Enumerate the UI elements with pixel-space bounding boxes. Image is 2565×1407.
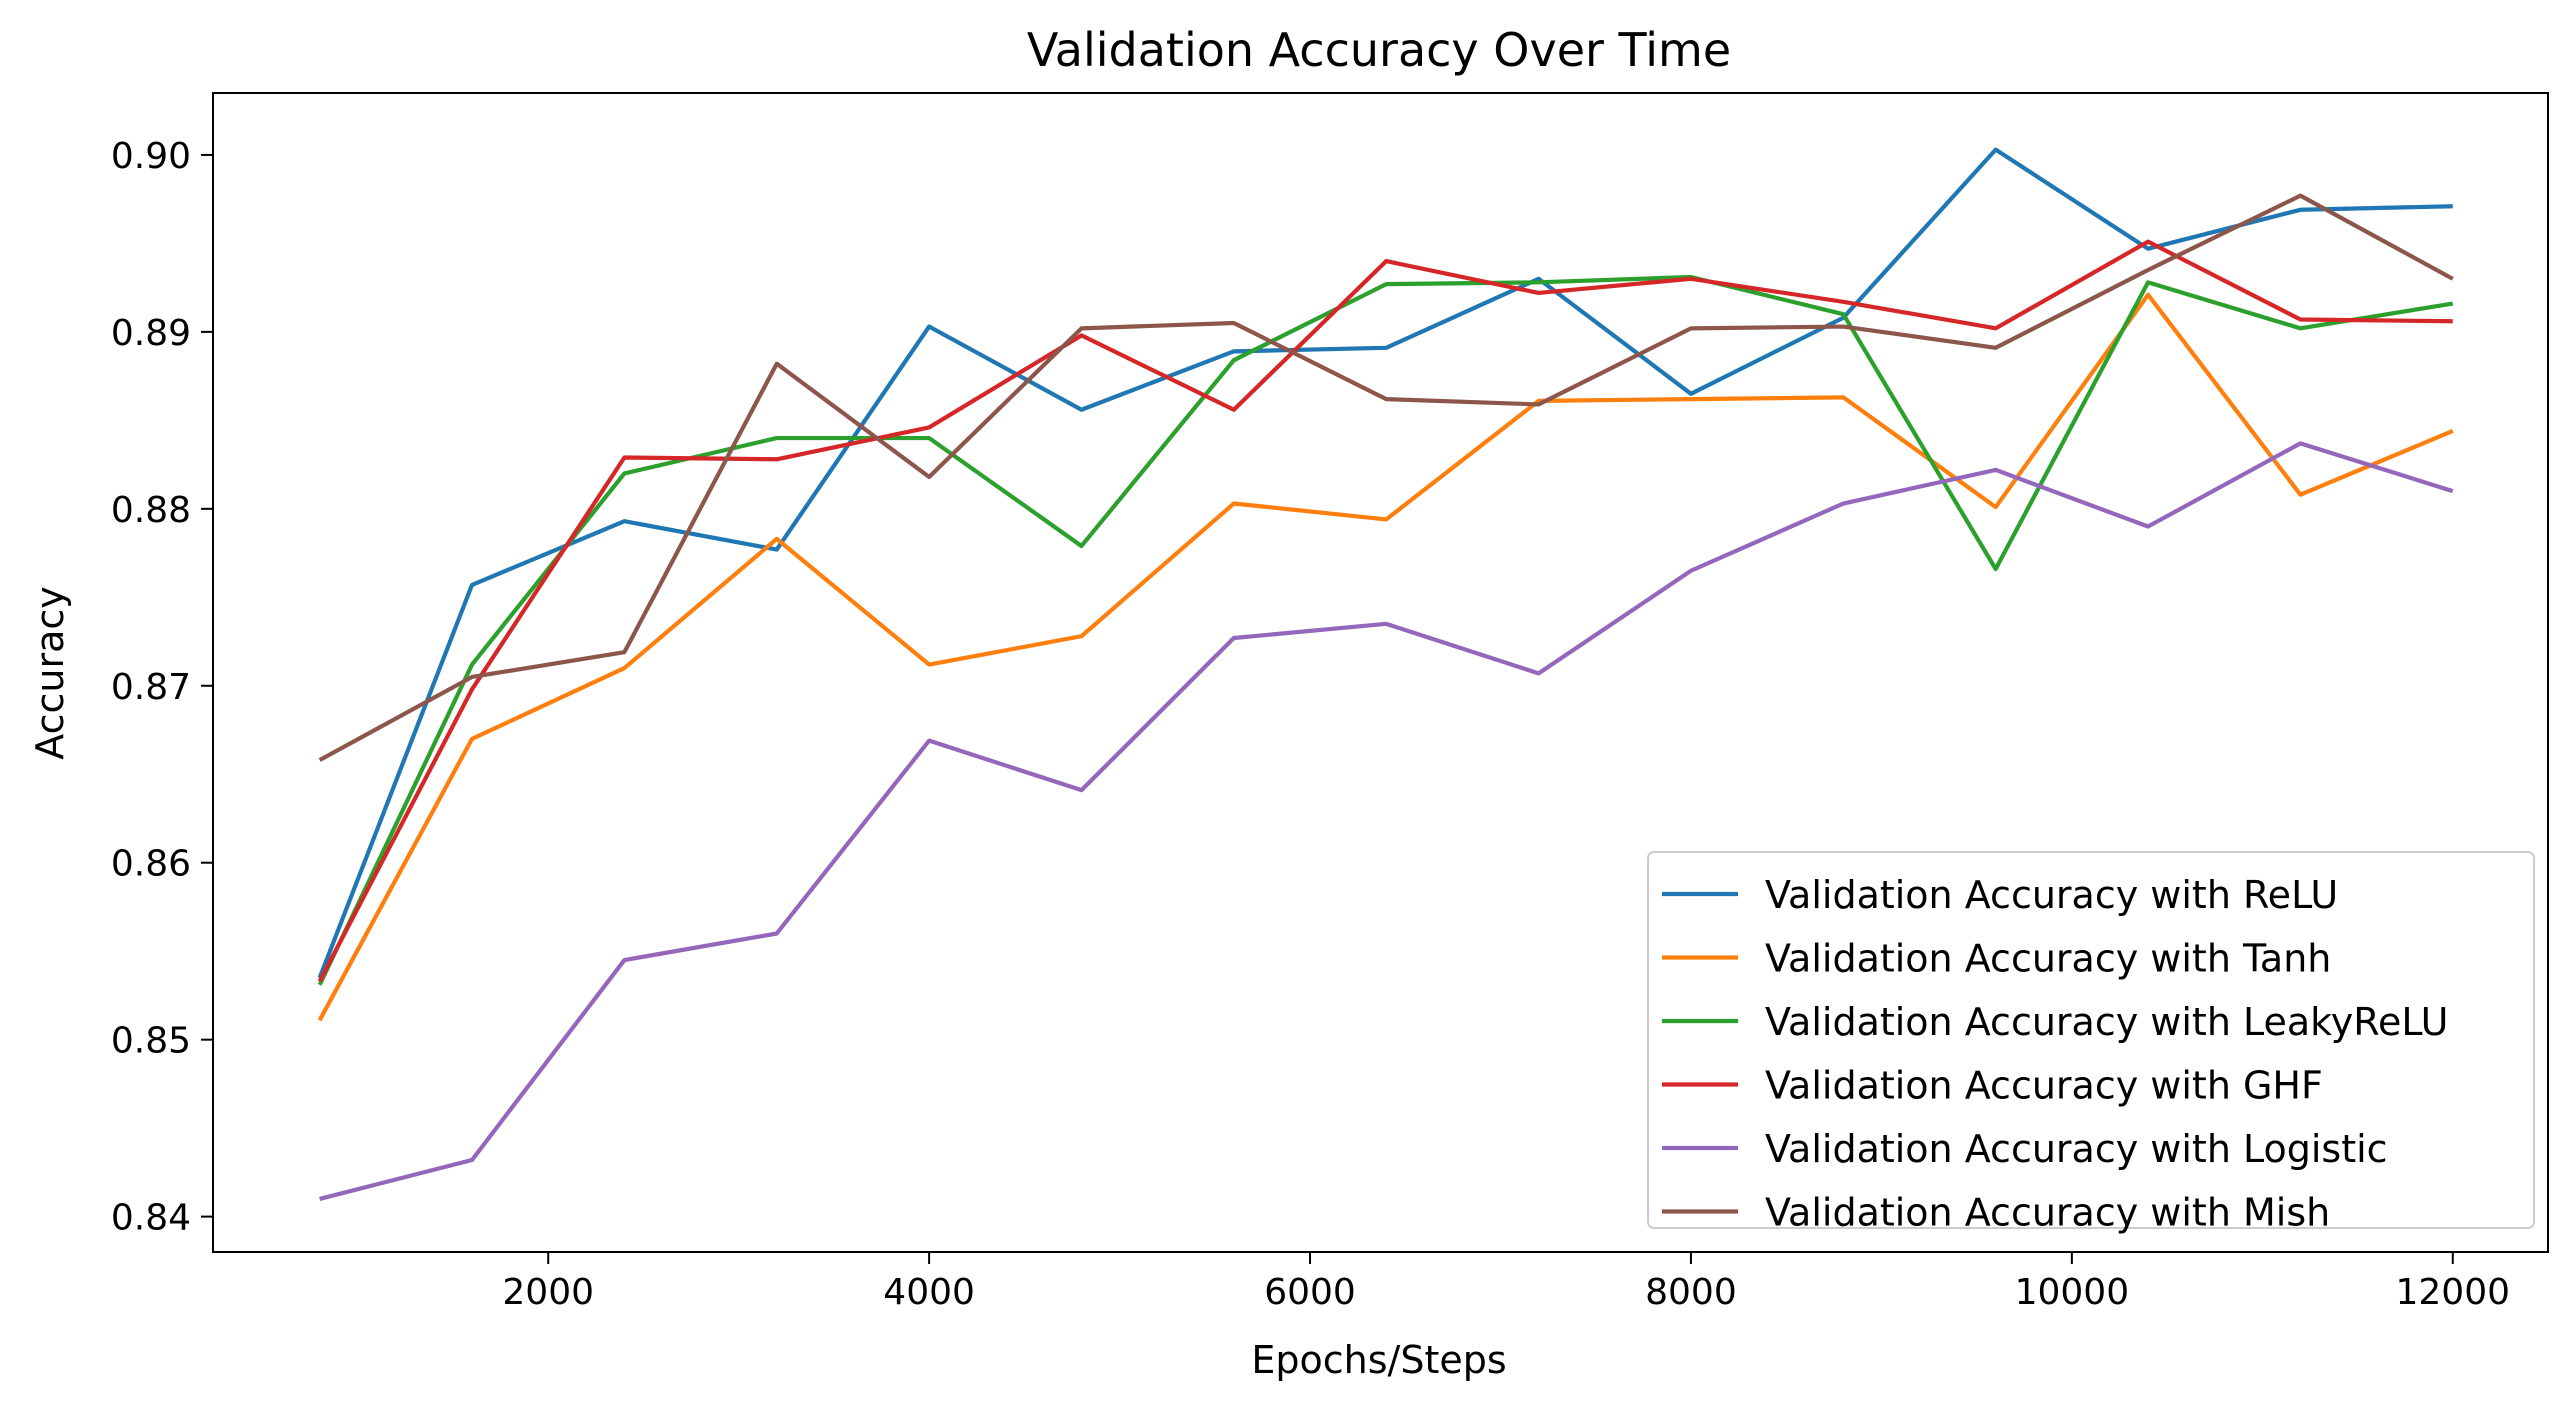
series-line-6 [318,193,2454,762]
axes-layer [212,92,2549,1253]
x-tick-label: 12000 [2396,1272,2511,1313]
legend-label: Validation Accuracy with GHF [1765,1064,2323,1108]
x-tick-label: 10000 [2015,1272,2130,1313]
legend-label: Validation Accuracy with Logistic [1765,1127,2388,1171]
series-line-1 [317,147,2453,979]
legend-box [1647,851,2535,1229]
series-line-5 [319,441,2454,1201]
y-axis-label: Accuracy [28,586,72,760]
legend-label: Validation Accuracy with Tanh [1765,937,2331,981]
legend-label: Validation Accuracy with LeakyReLU [1765,1000,2448,1044]
y-tick-label: 0.90 [111,136,191,177]
x-tick-label: 4000 [883,1272,975,1313]
x-tick-label: 8000 [1645,1272,1737,1313]
legend-label: Validation Accuracy with Mish [1765,1191,2330,1235]
x-axis-label: Epochs/Steps [1251,1338,1506,1382]
series-line-3 [317,274,2454,986]
y-tick-label: 0.88 [111,490,191,531]
y-tick-label: 0.86 [111,844,191,885]
x-tick-label: 2000 [502,1272,594,1313]
legend-label: Validation Accuracy with ReLU [1765,873,2338,917]
series-line-2 [317,292,2454,1022]
plot-frame [212,92,2549,1253]
series-line-4 [317,239,2453,983]
x-tick-label: 6000 [1264,1272,1356,1313]
y-tick-label: 0.85 [111,1021,191,1062]
y-tick-label: 0.84 [111,1198,191,1239]
legend: Validation Accuracy with ReLU Validation … [1647,851,2535,1235]
y-tick-label: 0.87 [111,667,191,708]
series-layer [317,147,2454,1201]
chart-title: Validation Accuracy Over Time [1027,23,1731,77]
y-tick-label: 0.89 [111,313,191,354]
ticks-layer: 2000 4000 6000 8000 10000 12000 0.84 0.85 0.86 0.… [111,136,2510,1313]
